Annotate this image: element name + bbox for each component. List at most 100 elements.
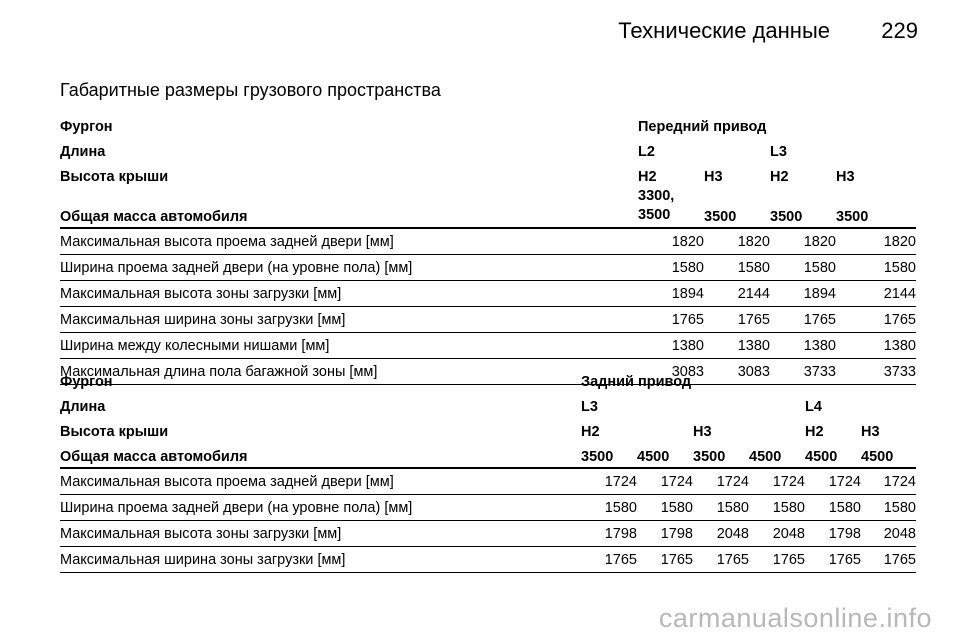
length-cell: L4 [805, 399, 822, 415]
value-cell: 1580 [836, 254, 916, 281]
length-cell: L3 [581, 399, 598, 415]
table-row: Максимальная ширина зоны загрузки [мм] 17… [60, 306, 916, 333]
mass-cell: 3500 [770, 185, 836, 229]
row-label: Максимальная высота проема задней двери … [60, 228, 638, 255]
roof-cell: H3 [861, 424, 880, 440]
mass-cell: 4500 [637, 440, 693, 469]
value-cell: 1724 [693, 468, 749, 495]
value-cell: 2048 [861, 520, 916, 547]
mass-cell: 3500 [704, 185, 770, 229]
value-cell: 3733 [770, 358, 836, 385]
roof-cell: H2 [638, 169, 657, 185]
value-cell: 1724 [805, 468, 861, 495]
row-label: Максимальная высота зоны загрузки [мм] [60, 280, 638, 307]
value-cell: 2048 [693, 520, 749, 547]
value-cell: 1820 [836, 228, 916, 255]
page-header-title: Технические данные [618, 18, 830, 43]
value-cell: 1765 [749, 546, 805, 573]
value-cell: 3733 [836, 358, 916, 385]
value-cell: 3083 [638, 358, 704, 385]
row-label: Ширина проема задней двери (на уровне по… [60, 254, 638, 281]
length-row: Длина L2 L3 [60, 135, 916, 160]
table-row: Максимальная ширина зоны загрузки [мм] 17… [60, 546, 916, 573]
value-cell: 1894 [770, 280, 836, 307]
roof-cell [749, 415, 805, 440]
value-cell: 1724 [637, 468, 693, 495]
section-title: Габаритные размеры грузового пространств… [60, 80, 441, 100]
value-cell: 1724 [861, 468, 916, 495]
roof-label: Высота крыши [60, 169, 169, 185]
mass-cell: 3300, 3500 [638, 185, 704, 229]
table-row: Максимальная высота проема задней двери … [60, 228, 916, 255]
roof-cell [637, 415, 693, 440]
value-cell: 1798 [581, 520, 637, 547]
value-cell: 1580 [581, 494, 637, 521]
value-cell: 1765 [861, 546, 916, 573]
length-label: Длина [60, 144, 106, 160]
mass-label: Общая масса автомобиля [60, 185, 638, 229]
mass-cell: 3500 [581, 440, 637, 469]
roof-row: Высота крыши H2 H3 H2 H3 [60, 415, 916, 440]
roof-label: Высота крыши [60, 424, 169, 440]
rear-drive-table-body: Максимальная высота проема задней двери … [60, 468, 916, 573]
row-label: Максимальная ширина зоны загрузки [мм] [60, 306, 638, 333]
length-cell: L2 [638, 144, 655, 160]
value-cell: 1820 [770, 228, 836, 255]
value-cell: 1798 [637, 520, 693, 547]
value-cell: 1580 [749, 494, 805, 521]
value-cell: 2048 [749, 520, 805, 547]
row-label: Ширина между колесными нишами [мм] [60, 332, 638, 359]
value-cell: 1580 [805, 494, 861, 521]
roof-cell: H2 [770, 169, 789, 185]
table-row: Максимальная длина пола багажной зоны [м… [60, 358, 916, 385]
rear-drive-dimensions-table: Фургон Задний привод Длина L3 L4 Высота … [60, 365, 916, 573]
value-cell: 1765 [693, 546, 749, 573]
row-label: Ширина проема задней двери (на уровне по… [60, 494, 581, 521]
mass-cell: 3500 [693, 440, 749, 469]
value-cell: 1380 [704, 332, 770, 359]
value-cell: 1765 [638, 306, 704, 333]
value-cell: 1765 [770, 306, 836, 333]
front-drive-dimensions-table: Фургон Передний привод Длина L2 L3 Высот… [60, 110, 916, 385]
value-cell: 1580 [693, 494, 749, 521]
roof-cell: H2 [581, 424, 600, 440]
roof-cell: H3 [836, 169, 855, 185]
roof-row: Высота крыши H2 H3 H2 H3 [60, 160, 916, 185]
value-cell: 1380 [638, 332, 704, 359]
table-row: Ширина проема задней двери (на уровне по… [60, 494, 916, 521]
roof-cell: H3 [693, 424, 712, 440]
value-cell: 1580 [638, 254, 704, 281]
length-cell [637, 390, 693, 415]
value-cell: 1580 [704, 254, 770, 281]
roof-cell: H2 [805, 424, 824, 440]
drive-label: Передний привод [638, 119, 767, 135]
length-cell [693, 390, 749, 415]
length-cell: L3 [770, 144, 787, 160]
value-cell: 2144 [836, 280, 916, 307]
length-row: Длина L3 L4 [60, 390, 916, 415]
table-row: Максимальная высота зоны загрузки [мм] 18… [60, 280, 916, 307]
length-cell [861, 390, 916, 415]
value-cell: 1724 [581, 468, 637, 495]
value-cell: 1580 [770, 254, 836, 281]
value-cell: 1765 [836, 306, 916, 333]
table-row: Ширина между колесными нишами [мм] 1380 13… [60, 332, 916, 359]
mass-second-line: 3500 [638, 207, 671, 223]
value-cell: 1380 [770, 332, 836, 359]
value-cell: 1820 [704, 228, 770, 255]
value-cell: 1580 [861, 494, 916, 521]
value-cell: 1894 [638, 280, 704, 307]
van-label: Фургон [60, 119, 113, 135]
table-row: Ширина проема задней двери (на уровне по… [60, 254, 916, 281]
roof-cell: H3 [704, 169, 723, 185]
value-cell: 1765 [581, 546, 637, 573]
value-cell: 2144 [704, 280, 770, 307]
value-cell: 1765 [805, 546, 861, 573]
length-cell [836, 135, 916, 160]
value-cell: 1765 [637, 546, 693, 573]
mass-row: Общая масса автомобиля 3300, 3500 3500 3… [60, 185, 916, 229]
mass-cell: 4500 [805, 440, 861, 469]
row-label: Максимальная длина пола багажной зоны [м… [60, 358, 638, 385]
length-cell [749, 390, 805, 415]
mass-first-line: 3300, [638, 188, 675, 204]
